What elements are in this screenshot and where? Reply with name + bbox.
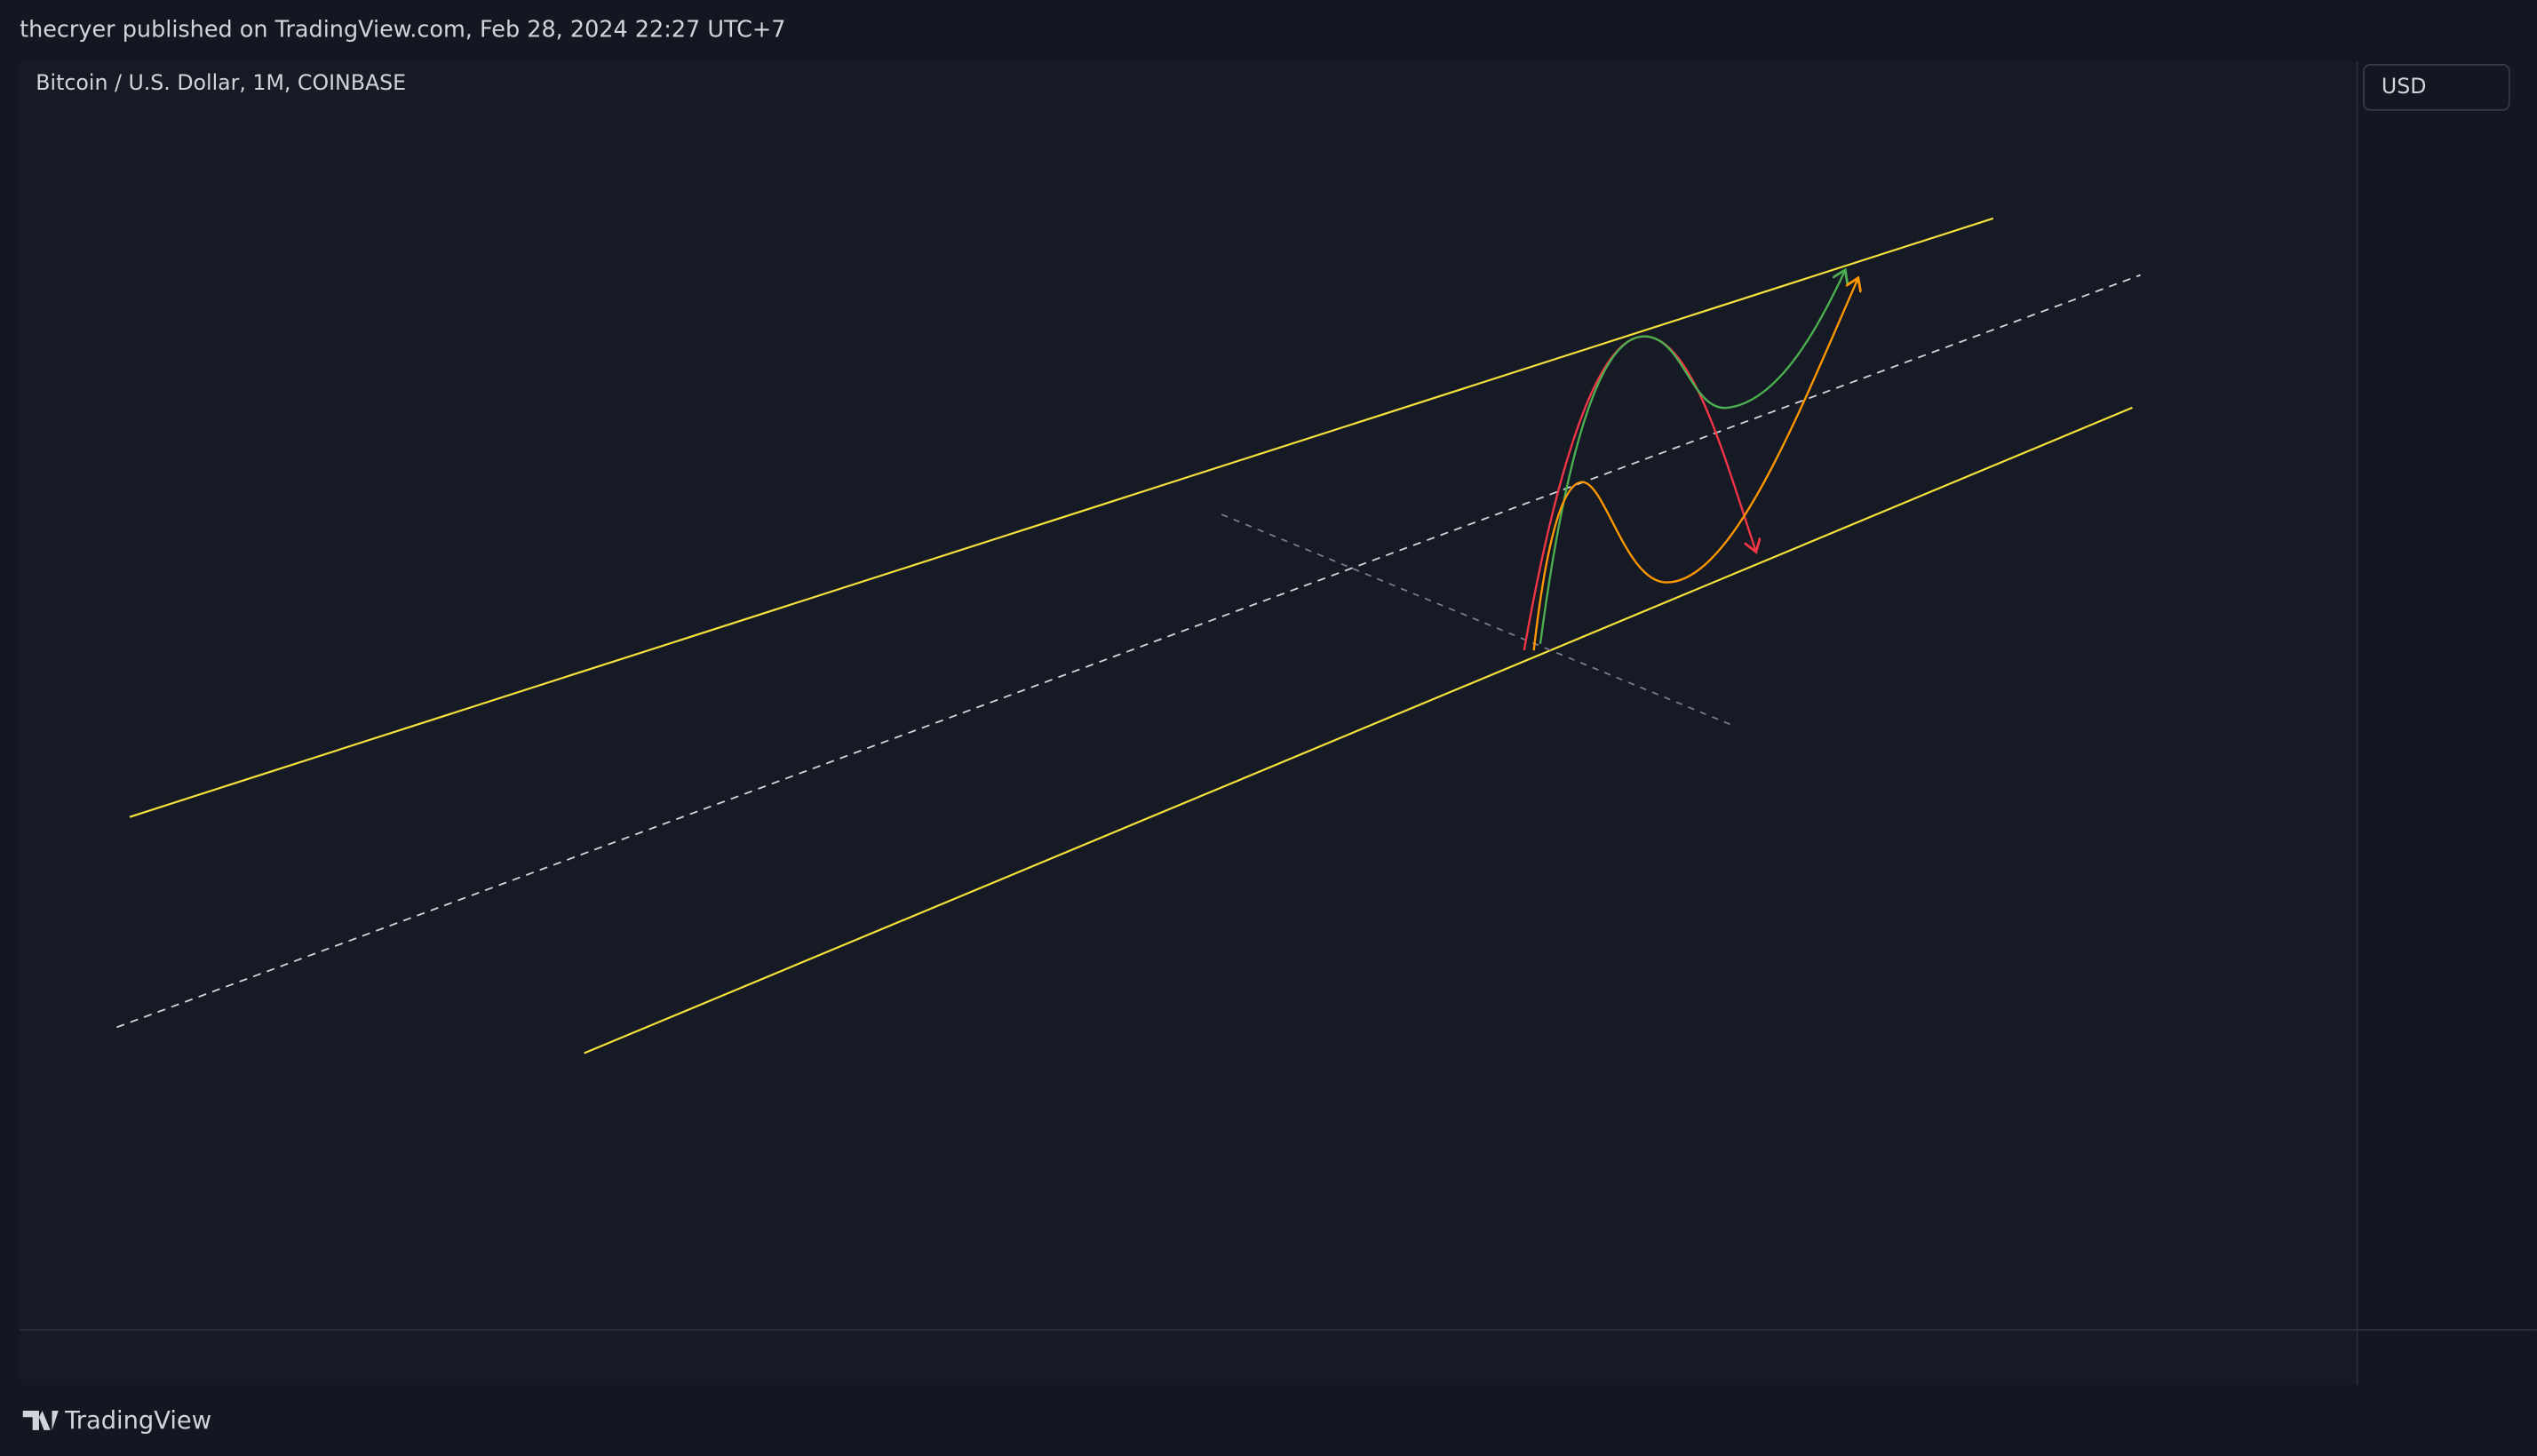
currency-button[interactable] xyxy=(2362,63,2510,111)
logo xyxy=(22,1411,59,1430)
publisher: thecryer published on TradingView.com, F… xyxy=(20,17,785,44)
fib-trend xyxy=(1221,513,1732,726)
drawings xyxy=(116,217,2141,1054)
brand: TradingView xyxy=(64,1407,211,1435)
upper-channel xyxy=(129,217,1994,818)
mid-channel xyxy=(116,274,2141,1029)
orange-projection xyxy=(1532,280,1857,651)
chart-pane xyxy=(20,61,2358,1385)
projections xyxy=(1523,272,1857,651)
green-projection xyxy=(1539,272,1844,644)
lower-channel xyxy=(584,406,2133,1054)
currency[interactable]: USD xyxy=(2382,74,2427,99)
symbol-title: Bitcoin / U.S. Dollar, 1M, COINBASE xyxy=(36,70,406,95)
